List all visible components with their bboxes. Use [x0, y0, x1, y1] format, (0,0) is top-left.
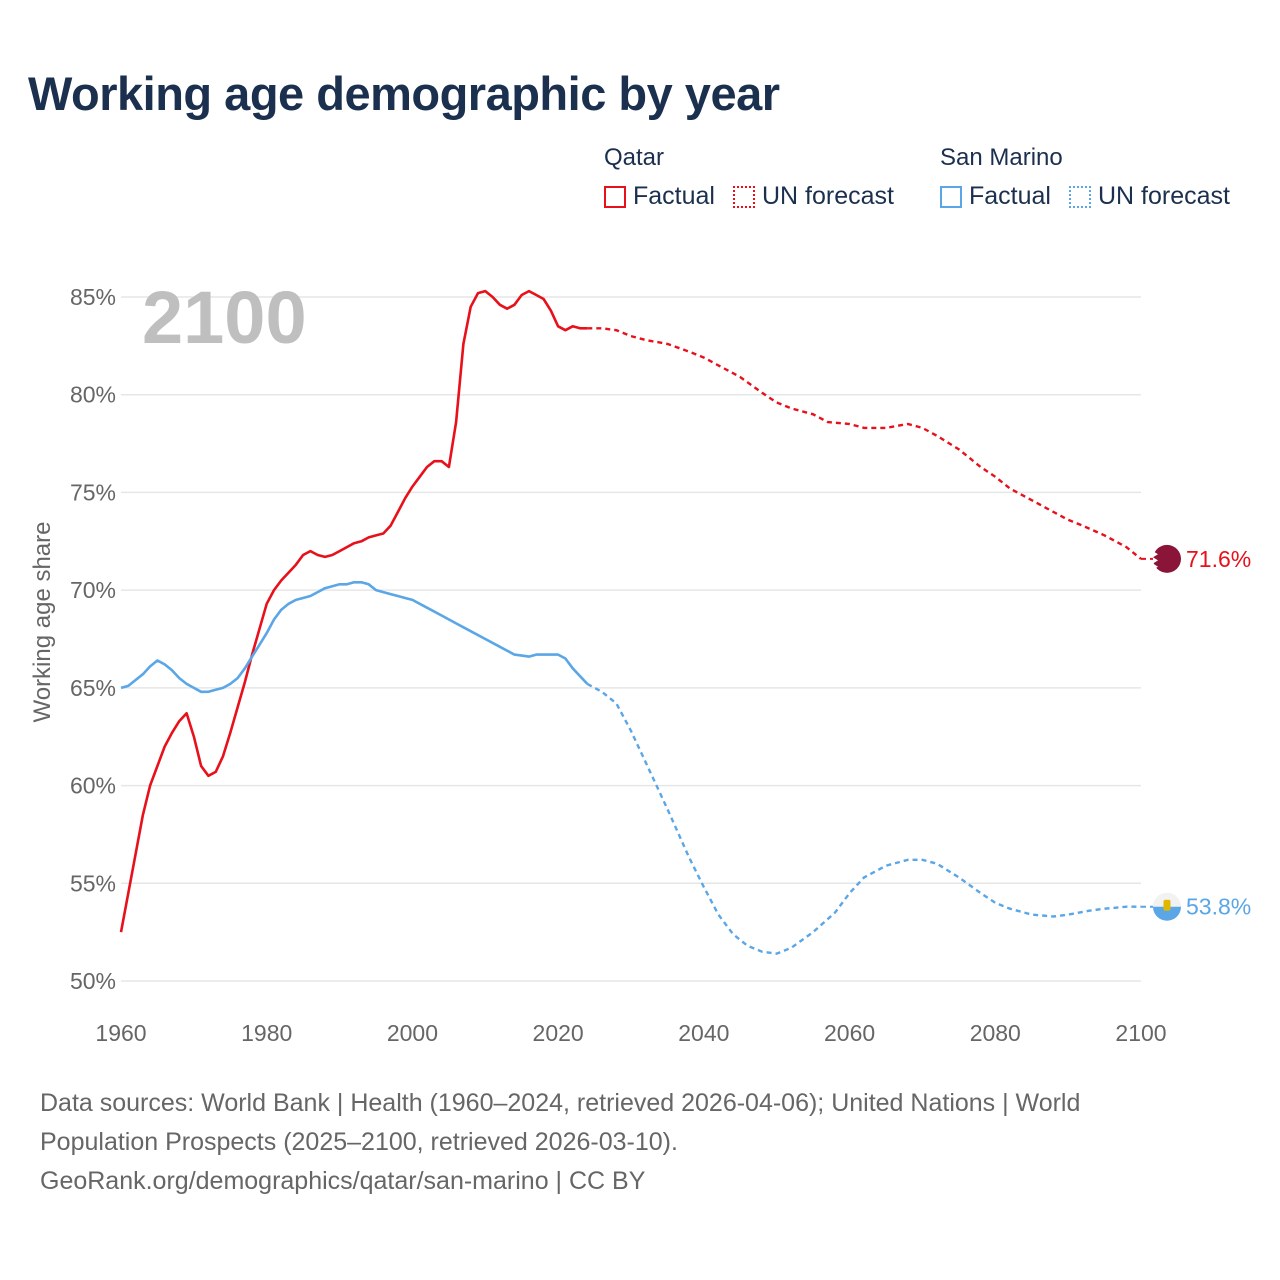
legend-swatch-solid	[604, 185, 626, 208]
legend-item-qatar-forecast[interactable]: UN forecast	[732, 182, 894, 211]
legend-group-san-marino: San Marino Factual UN forecast	[940, 144, 1230, 211]
x-axis-ticks: 1960 1980 2000 2020 2040 2060 2080 2100	[95, 1020, 1166, 1046]
legend-label-factual: Factual	[969, 182, 1051, 210]
flag-qatar-icon	[1153, 544, 1181, 573]
y-tick-label: 60%	[70, 773, 116, 799]
y-tick-label: 50%	[70, 968, 116, 994]
flag-serration	[1153, 544, 1158, 573]
legend-label-factual: Factual	[633, 182, 715, 210]
x-tick-label: 2040	[678, 1020, 729, 1046]
x-tick-label: 2100	[1115, 1020, 1166, 1046]
flag-emblem	[1163, 899, 1171, 911]
x-tick-label: 2080	[970, 1020, 1021, 1046]
flag-circle	[1153, 544, 1181, 573]
current-year-watermark: 2100	[142, 276, 307, 359]
flag-lower-half	[1153, 906, 1181, 921]
gridlines	[121, 296, 1141, 982]
series-line-san-marino-factual[interactable]	[120, 581, 589, 694]
y-tick-label: 80%	[70, 382, 116, 408]
legend-group-qatar: Qatar Factual UN forecast	[604, 144, 912, 211]
chart-title: Working age demographic by year	[28, 67, 780, 120]
end-markers: 71.6% 53.8%	[1141, 544, 1251, 921]
y-tick-label: 55%	[70, 870, 116, 896]
source-line-1: Data sources: World Bank | Health (1960–…	[40, 1089, 1081, 1117]
data-source-note: Data sources: World Bank | Health (1960–…	[40, 1084, 1240, 1201]
x-tick-label: 2000	[387, 1020, 438, 1046]
source-link[interactable]: GeoRank.org/demographics/qatar/san-marin…	[40, 1167, 646, 1195]
flag-san-marino-icon	[1153, 892, 1181, 921]
y-axis-ticks: 50% 55% 60% 65% 70% 75% 80% 85%	[70, 284, 116, 994]
legend-swatch-solid	[940, 185, 962, 208]
legend-country-name: San Marino	[940, 144, 1063, 171]
source-line-2: Population Prospects (2025–2100, retriev…	[40, 1128, 678, 1156]
y-axis-label: Working age share	[29, 522, 56, 723]
legend-item-san-marino-factual[interactable]: Factual	[940, 182, 1051, 211]
legend-label-forecast: UN forecast	[1097, 182, 1230, 210]
legend-swatch-dotted	[1068, 185, 1091, 208]
x-tick-label: 2020	[533, 1020, 584, 1046]
series-line-san-marino-forecast[interactable]	[586, 682, 1141, 955]
y-tick-label: 85%	[70, 284, 116, 310]
x-tick-label: 1960	[95, 1020, 146, 1046]
series-line-qatar-forecast[interactable]	[587, 327, 1142, 560]
y-tick-label: 70%	[70, 577, 116, 603]
legend-country-name: Qatar	[604, 144, 665, 171]
legend-item-san-marino-forecast[interactable]: UN forecast	[1068, 182, 1230, 211]
x-tick-label: 1980	[241, 1020, 292, 1046]
y-tick-label: 65%	[70, 675, 116, 701]
y-tick-label: 75%	[70, 479, 116, 505]
end-value-label-qatar: 71.6%	[1186, 546, 1251, 572]
series-line-qatar-factual[interactable]	[119, 289, 588, 933]
x-tick-label: 2060	[824, 1020, 875, 1046]
end-value-label-san-marino: 53.8%	[1186, 894, 1251, 920]
legend-item-qatar-factual[interactable]: Factual	[604, 182, 715, 211]
line-chart: 2100 50% 55% 60% 65% 70% 75% 80% 85% 1960 1980 20…	[29, 276, 1251, 1046]
legend-label-forecast: UN forecast	[761, 182, 894, 210]
legend-swatch-dotted	[732, 185, 755, 208]
series-lines	[119, 289, 1142, 955]
